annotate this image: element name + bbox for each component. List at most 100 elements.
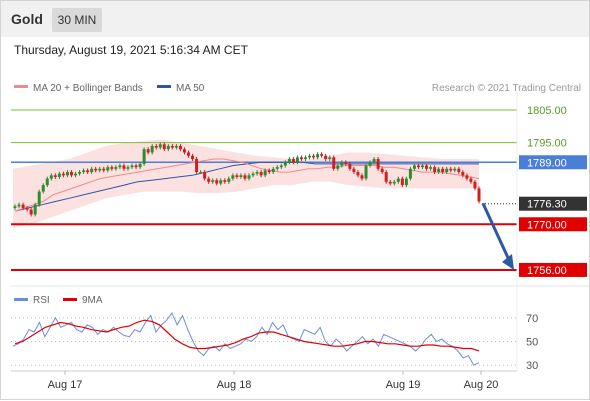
candle-body bbox=[82, 170, 86, 173]
candle-body bbox=[295, 157, 299, 163]
candle-body bbox=[437, 168, 441, 173]
rsi-legend-label: RSI bbox=[33, 295, 50, 306]
candle-body bbox=[368, 162, 372, 166]
copyright-text: Research © 2021 Trading Central bbox=[432, 83, 581, 94]
bollinger-band bbox=[13, 139, 479, 228]
candle-body bbox=[336, 165, 340, 169]
x-tick-label: Aug 20 bbox=[464, 379, 499, 391]
candle-body bbox=[360, 175, 364, 179]
rsi-ma-legend-label: 9MA bbox=[82, 295, 103, 306]
rsi-line bbox=[12, 312, 480, 366]
candle-body bbox=[166, 145, 170, 150]
candle-body bbox=[247, 175, 251, 179]
candle-body bbox=[469, 178, 473, 182]
candle-body bbox=[348, 163, 352, 169]
candle-body bbox=[271, 168, 275, 173]
symbol-name: Gold bbox=[11, 11, 43, 27]
x-tick-label: Aug 18 bbox=[217, 379, 252, 391]
candle-body bbox=[61, 173, 65, 176]
ma20-legend-label: MA 20 + Bollinger Bands bbox=[33, 83, 143, 94]
candle-body bbox=[283, 162, 287, 166]
candle-body bbox=[203, 172, 207, 179]
candle-body bbox=[106, 167, 110, 171]
candle-body bbox=[195, 159, 199, 173]
candle-body bbox=[344, 162, 348, 164]
candle-body bbox=[69, 172, 73, 176]
bollinger-band-fill bbox=[13, 139, 479, 228]
candle-body bbox=[299, 157, 303, 159]
candle-body bbox=[162, 144, 166, 150]
rsi-ma-legend-swatch bbox=[63, 298, 77, 301]
candle-body bbox=[425, 165, 429, 169]
candle-body bbox=[223, 180, 227, 182]
candle-body bbox=[130, 165, 134, 168]
candle-body bbox=[433, 167, 437, 173]
timestamp: Thursday, August 19, 2021 5:16:34 AM CET bbox=[14, 43, 248, 57]
candle-body bbox=[182, 149, 186, 153]
candle-body bbox=[65, 172, 69, 176]
candle-body bbox=[25, 207, 29, 210]
candle-body bbox=[308, 155, 312, 158]
candle-body bbox=[37, 191, 41, 205]
candle-body bbox=[235, 175, 239, 177]
candle-body bbox=[134, 165, 138, 168]
candle-body bbox=[312, 155, 316, 158]
x-axis: Aug 17 Aug 18 Aug 19 Aug 20 bbox=[48, 371, 499, 391]
candle-body bbox=[453, 168, 457, 171]
support-tag bbox=[519, 217, 587, 232]
candle-body bbox=[421, 165, 425, 168]
level-labels: 1805.00 1795.00 1789.00 1776.30 1770.00 1756.… bbox=[519, 105, 587, 277]
resistance-label: 1805.00 bbox=[527, 105, 567, 117]
candle-body bbox=[243, 175, 247, 179]
candle-body bbox=[251, 173, 255, 176]
ma50-legend-label: MA 50 bbox=[176, 83, 205, 94]
candle-body bbox=[287, 159, 291, 163]
candle-body bbox=[352, 168, 356, 173]
candle-body bbox=[219, 180, 223, 184]
candle-body bbox=[392, 181, 396, 184]
candlesticks bbox=[13, 142, 481, 217]
rsi-tick-label: 70 bbox=[526, 313, 538, 325]
candle-body bbox=[33, 204, 37, 215]
candle-body bbox=[457, 168, 461, 173]
candle-body bbox=[207, 178, 211, 182]
candle-body bbox=[13, 206, 17, 208]
candle-body bbox=[231, 175, 235, 179]
candle-body bbox=[94, 168, 98, 171]
candle-body bbox=[324, 155, 328, 159]
candle-body bbox=[364, 165, 368, 179]
timeframe-button[interactable]: 30 MIN bbox=[52, 8, 102, 32]
candle-body bbox=[340, 162, 344, 166]
candle-body bbox=[158, 144, 162, 148]
candle-body bbox=[328, 157, 332, 159]
header-bar: Gold 30 MIN bbox=[1, 1, 589, 37]
candle-body bbox=[320, 154, 324, 156]
candle-body bbox=[150, 145, 154, 153]
candle-body bbox=[74, 173, 78, 176]
candle-body bbox=[98, 168, 102, 171]
candle-body bbox=[449, 168, 453, 171]
pivot-tag bbox=[519, 155, 587, 170]
candle-body bbox=[29, 209, 33, 215]
candle-body bbox=[41, 185, 45, 192]
candle-body bbox=[126, 167, 130, 169]
pivot-label: 1789.00 bbox=[527, 157, 567, 169]
moving-averages bbox=[14, 158, 480, 212]
forecast-arrow bbox=[481, 202, 514, 270]
candle-body bbox=[332, 157, 336, 169]
candle-body bbox=[376, 159, 380, 169]
candle-body bbox=[227, 178, 231, 182]
candle-body bbox=[304, 157, 308, 159]
candle-body bbox=[102, 168, 106, 171]
support-label: 1756.00 bbox=[527, 265, 567, 277]
resistance-label: 1795.00 bbox=[527, 138, 567, 150]
candle-body bbox=[316, 154, 320, 158]
candle-body bbox=[279, 165, 283, 168]
ma20-line bbox=[14, 158, 480, 212]
forecast-arrow-shaft bbox=[481, 202, 511, 261]
candle-body bbox=[465, 175, 469, 179]
candle-body bbox=[53, 175, 57, 177]
candle-body bbox=[255, 172, 259, 174]
candle-body bbox=[199, 172, 203, 174]
